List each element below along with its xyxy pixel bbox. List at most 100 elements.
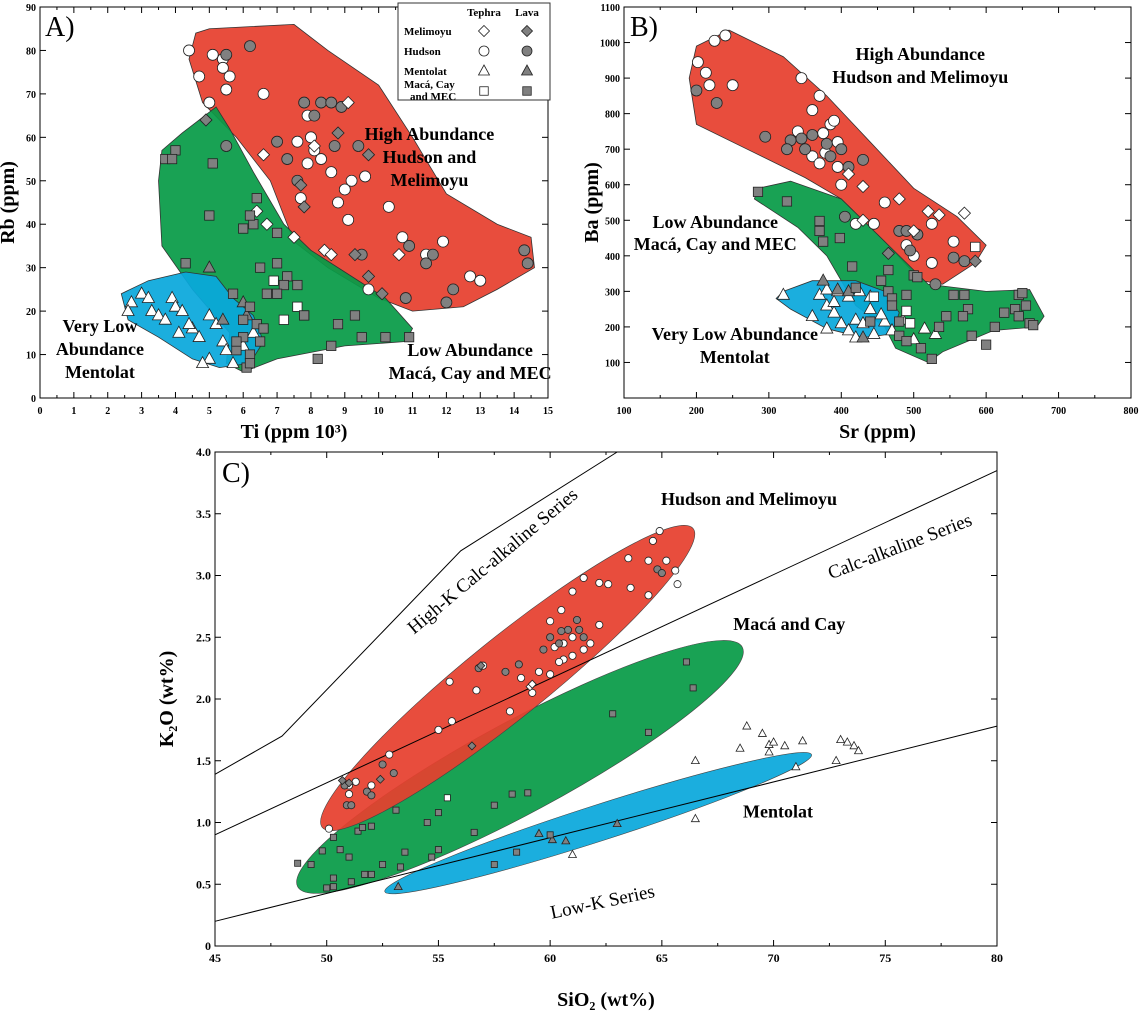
data-point: [349, 310, 361, 321]
y-tick-label: 800: [605, 110, 620, 121]
x-tick-label: 13: [475, 406, 485, 417]
data-point: [768, 737, 779, 746]
series-boundary-label: Calc-alkaline Series: [825, 510, 975, 584]
data-point: [474, 274, 487, 287]
data-point: [292, 301, 303, 312]
x-tick-label: 12: [441, 406, 451, 417]
data-point: [781, 196, 793, 207]
data-point: [261, 288, 272, 299]
series-triangle-tephra: [121, 286, 261, 369]
x-tick-label: 65: [656, 951, 668, 965]
y-axis-label: Ba (ppm): [581, 162, 603, 243]
data-point: [361, 870, 369, 878]
data-point: [959, 289, 970, 300]
x-tick-label: 2: [105, 406, 110, 417]
series-square-tephra: [868, 241, 981, 329]
legend-row-label: Mentolat: [404, 66, 447, 78]
data-point: [227, 288, 239, 299]
series-boundary-line: [214, 470, 998, 836]
data-point: [332, 319, 344, 330]
data-point: [356, 332, 367, 343]
data-point: [557, 627, 566, 636]
data-point: [757, 728, 768, 737]
data-point: [501, 667, 510, 676]
x-tick-label: 9: [342, 406, 347, 417]
data-point: [505, 707, 514, 716]
data-point: [813, 89, 826, 102]
data-point: [932, 208, 946, 222]
series-triangle-lava: [816, 273, 870, 343]
x-tick-label: 0: [38, 406, 43, 417]
data-point: [1013, 311, 1024, 322]
field-annotation: Abundance: [56, 339, 144, 359]
data-point: [820, 137, 833, 150]
data-point: [827, 305, 841, 318]
data-point: [345, 853, 353, 861]
y-tick-label: 2.0: [196, 692, 211, 706]
y-axis-label: Rb (ppm): [0, 161, 19, 244]
data-point: [776, 287, 791, 300]
series-circle-lava: [220, 40, 534, 309]
x-tick-label: 100: [617, 406, 632, 417]
data-point: [165, 290, 179, 303]
data-point: [342, 213, 355, 226]
data-point: [271, 288, 283, 299]
data-point: [816, 273, 830, 286]
data-point: [216, 61, 229, 74]
data-point: [124, 294, 139, 308]
data-point: [182, 316, 196, 329]
field-annotation: Very Low Abundance: [652, 324, 818, 344]
y-tick-label: 900: [605, 74, 620, 85]
data-point: [528, 688, 537, 697]
series-boundary-label: Low-K Series: [549, 881, 657, 924]
data-point: [382, 200, 395, 213]
data-point: [244, 358, 256, 369]
data-point: [579, 633, 588, 642]
legend-diamond-lava-icon: [520, 24, 534, 38]
data-point: [813, 157, 826, 170]
data-point: [524, 789, 532, 797]
data-point: [362, 283, 375, 296]
data-point: [814, 215, 825, 227]
panel-label: A): [45, 12, 75, 43]
data-point: [220, 83, 233, 96]
field-ellipse: [384, 752, 812, 895]
data-point: [662, 556, 671, 565]
legend-square-tephra-icon: [479, 86, 489, 96]
data-point: [806, 104, 819, 116]
field-annotation: Mentolat: [700, 347, 770, 367]
data-point: [781, 143, 793, 156]
data-point: [204, 210, 215, 221]
data-point: [336, 846, 344, 854]
data-point: [867, 217, 880, 230]
data-point: [780, 740, 790, 750]
data-point: [287, 230, 301, 244]
series-boundary-line: [214, 725, 998, 922]
field-annotation: Macá, Cay and MEC: [634, 234, 797, 254]
data-point: [579, 573, 588, 582]
x-tick-label: 80: [991, 951, 1003, 965]
data-point: [917, 321, 932, 334]
legend-square-lava-icon: [522, 86, 532, 96]
data-point: [671, 566, 680, 575]
data-point: [158, 312, 173, 325]
data-point: [568, 633, 577, 642]
data-point: [396, 863, 404, 871]
data-point: [292, 279, 303, 291]
data-point: [857, 153, 869, 166]
x-tick-label: 45: [209, 951, 221, 965]
x-tick-label: 15: [543, 406, 553, 417]
field-annotation: Hudson and Melimoyu: [832, 67, 1008, 87]
data-point: [325, 166, 338, 178]
data-point: [795, 72, 808, 84]
field-annotation: Mentolat: [65, 362, 135, 382]
data-point: [534, 828, 544, 837]
data-point: [464, 270, 477, 283]
data-point: [396, 231, 409, 244]
x-tick-label: 500: [906, 406, 921, 417]
data-point: [828, 114, 840, 127]
data-point: [220, 48, 233, 61]
y-tick-label: 1.5: [196, 754, 211, 768]
field-region: [688, 29, 987, 285]
field-annotation: Macá, Cay and MEC: [389, 363, 552, 383]
